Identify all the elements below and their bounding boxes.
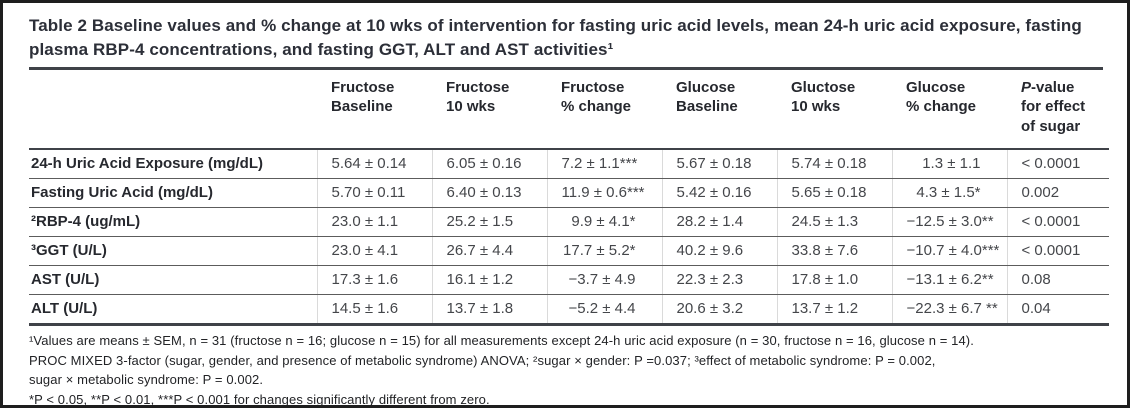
footnote-line: sugar × metabolic syndrome: P = 0.002. [29,372,264,388]
table-cell: 5.64 ± 0.14 [316,148,432,179]
table-cell: −12.5 ± 3.0** [891,207,1007,237]
table-cell: 24.5 ± 1.3 [776,207,892,237]
table-cell: < 0.0001 [1006,207,1109,237]
table-cell: 13.7 ± 1.2 [776,294,892,326]
table-body: 24-h Uric Acid Exposure (mg/dL) 5.64 ± 0… [29,148,1109,326]
table-title: Table 2 Baseline values and % change at … [29,16,1082,59]
table-cell: 40.2 ± 9.6 [661,236,777,266]
row-label: ALT (U/L) [29,294,317,326]
table-row: AST (U/L) 17.3 ± 1.6 16.1 ± 1.2 −3.7 ± 4… [29,265,1109,295]
column-header-glucose-baseline: Glucose Baseline [662,69,777,150]
table-cell: 22.3 ± 2.3 [661,265,777,295]
table-cell: 5.65 ± 0.18 [776,178,892,208]
table-cell: 9.9 ± 4.1* [546,207,662,237]
table-cell: 16.1 ± 1.2 [431,265,547,295]
table-cell: 6.05 ± 0.16 [431,148,547,179]
table-cell: 17.8 ± 1.0 [776,265,892,295]
table-cell: 0.08 [1006,265,1109,295]
table-cell: 23.0 ± 1.1 [316,207,432,237]
table-cell: 5.67 ± 0.18 [661,148,777,179]
row-label: ³GGT (U/L) [29,236,317,266]
table-cell: 17.3 ± 1.6 [316,265,432,295]
table-cell: −5.2 ± 4.4 [546,294,662,326]
row-label: ²RBP-4 (ug/mL) [29,207,317,237]
column-header-fructose-baseline: Fructose Baseline [317,69,432,150]
footnote-line: *P < 0.05, **P < 0.01, ***P < 0.001 for … [29,392,490,408]
table-cell: 17.7 ± 5.2* [546,236,662,266]
header-row: Fructose Baseline Fructose 10 wks Fructo… [29,69,1109,150]
column-header-fructose-10wks: Fructose 10 wks [432,69,547,150]
table-cell: 5.42 ± 0.16 [661,178,777,208]
table-cell: < 0.0001 [1006,236,1109,266]
table-cell: 26.7 ± 4.4 [431,236,547,266]
table-cell: 23.0 ± 4.1 [316,236,432,266]
row-label: Fasting Uric Acid (mg/dL) [29,178,317,208]
column-header-glucose-pct-change: Glucose % change [892,69,1007,150]
column-header-p-value: P-value for effect of sugar [1007,69,1109,150]
table-cell: < 0.0001 [1006,148,1109,179]
footnote-line: ¹Values are means ± SEM, n = 31 (fructos… [29,332,974,348]
column-header-glucose-10wks: Gluctose 10 wks [777,69,892,150]
row-label: 24-h Uric Acid Exposure (mg/dL) [29,148,317,179]
footnotes: ¹Values are means ± SEM, n = 31 (fructos… [29,331,1103,408]
baseline-values-table: Fructose Baseline Fructose 10 wks Fructo… [29,69,1109,326]
table-cell: 4.3 ± 1.5* [891,178,1007,208]
table-cell: 5.74 ± 0.18 [776,148,892,179]
table-cell: 0.04 [1006,294,1109,326]
title-divider [29,66,1103,70]
footnote-line: PROC MIXED 3-factor (sugar, gender, and … [29,352,936,368]
column-header-empty [29,69,317,150]
table-cell: −13.1 ± 6.2** [891,265,1007,295]
table-cell: 11.9 ± 0.6*** [546,178,662,208]
table-cell: 5.70 ± 0.11 [316,178,432,208]
table-cell: 14.5 ± 1.6 [316,294,432,326]
table-cell: 25.2 ± 1.5 [431,207,547,237]
table-cell: 13.7 ± 1.8 [431,294,547,326]
table-cell: 7.2 ± 1.1*** [546,148,662,179]
table-cell: −22.3 ± 6.7 ** [891,294,1007,326]
table-row: ²RBP-4 (ug/mL) 23.0 ± 1.1 25.2 ± 1.5 9.9… [29,207,1109,237]
table-cell: 6.40 ± 0.13 [431,178,547,208]
table-cell: 1.3 ± 1.1 [891,148,1007,179]
table-cell: 0.002 [1006,178,1109,208]
table-row: ALT (U/L) 14.5 ± 1.6 13.7 ± 1.8 −5.2 ± 4… [29,294,1109,326]
table-cell: 33.8 ± 7.6 [776,236,892,266]
table-row: 24-h Uric Acid Exposure (mg/dL) 5.64 ± 0… [29,148,1109,179]
table-row: ³GGT (U/L) 23.0 ± 4.1 26.7 ± 4.4 17.7 ± … [29,236,1109,266]
table-header: Fructose Baseline Fructose 10 wks Fructo… [29,69,1109,150]
table-cell: −10.7 ± 4.0*** [891,236,1007,266]
table-cell: 28.2 ± 1.4 [661,207,777,237]
table-row: Fasting Uric Acid (mg/dL) 5.70 ± 0.11 6.… [29,178,1109,208]
table-cell: −3.7 ± 4.9 [546,265,662,295]
row-label: AST (U/L) [29,265,317,295]
column-header-fructose-pct-change: Fructose % change [547,69,662,150]
table-cell: 20.6 ± 3.2 [661,294,777,326]
